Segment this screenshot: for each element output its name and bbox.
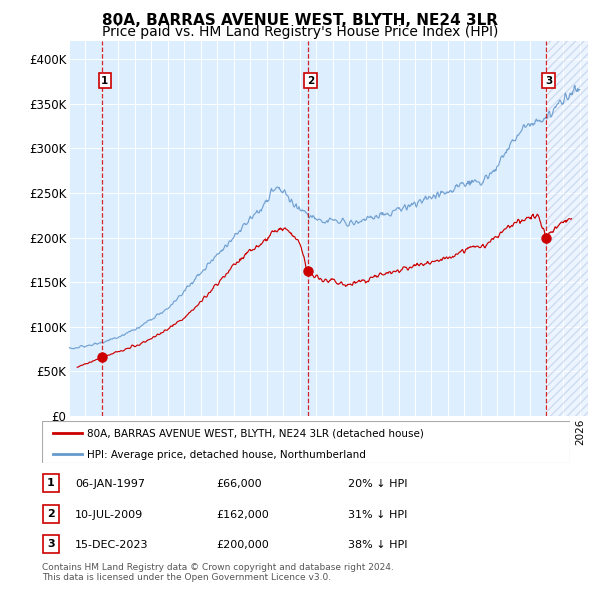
Text: 15-DEC-2023: 15-DEC-2023 — [75, 540, 149, 550]
FancyBboxPatch shape — [43, 536, 59, 553]
Text: 3: 3 — [47, 539, 55, 549]
Text: 1: 1 — [101, 76, 109, 86]
Text: 38% ↓ HPI: 38% ↓ HPI — [348, 540, 407, 550]
Text: 20% ↓ HPI: 20% ↓ HPI — [348, 479, 407, 489]
Text: 10-JUL-2009: 10-JUL-2009 — [75, 510, 143, 520]
Text: HPI: Average price, detached house, Northumberland: HPI: Average price, detached house, Nort… — [87, 450, 366, 460]
Text: £66,000: £66,000 — [216, 479, 262, 489]
Text: 80A, BARRAS AVENUE WEST, BLYTH, NE24 3LR (detached house): 80A, BARRAS AVENUE WEST, BLYTH, NE24 3LR… — [87, 428, 424, 438]
Text: £162,000: £162,000 — [216, 510, 269, 520]
FancyBboxPatch shape — [43, 505, 59, 523]
Text: Contains HM Land Registry data © Crown copyright and database right 2024.
This d: Contains HM Land Registry data © Crown c… — [42, 563, 394, 582]
Text: 31% ↓ HPI: 31% ↓ HPI — [348, 510, 407, 520]
Text: 1: 1 — [47, 478, 55, 488]
Text: £200,000: £200,000 — [216, 540, 269, 550]
Text: 2: 2 — [307, 76, 314, 86]
Text: 80A, BARRAS AVENUE WEST, BLYTH, NE24 3LR: 80A, BARRAS AVENUE WEST, BLYTH, NE24 3LR — [102, 13, 498, 28]
Text: Price paid vs. HM Land Registry's House Price Index (HPI): Price paid vs. HM Land Registry's House … — [102, 25, 498, 40]
Text: 06-JAN-1997: 06-JAN-1997 — [75, 479, 145, 489]
FancyBboxPatch shape — [43, 474, 59, 492]
Text: 2: 2 — [47, 509, 55, 519]
Bar — [546, 41, 588, 416]
Text: 3: 3 — [545, 76, 552, 86]
